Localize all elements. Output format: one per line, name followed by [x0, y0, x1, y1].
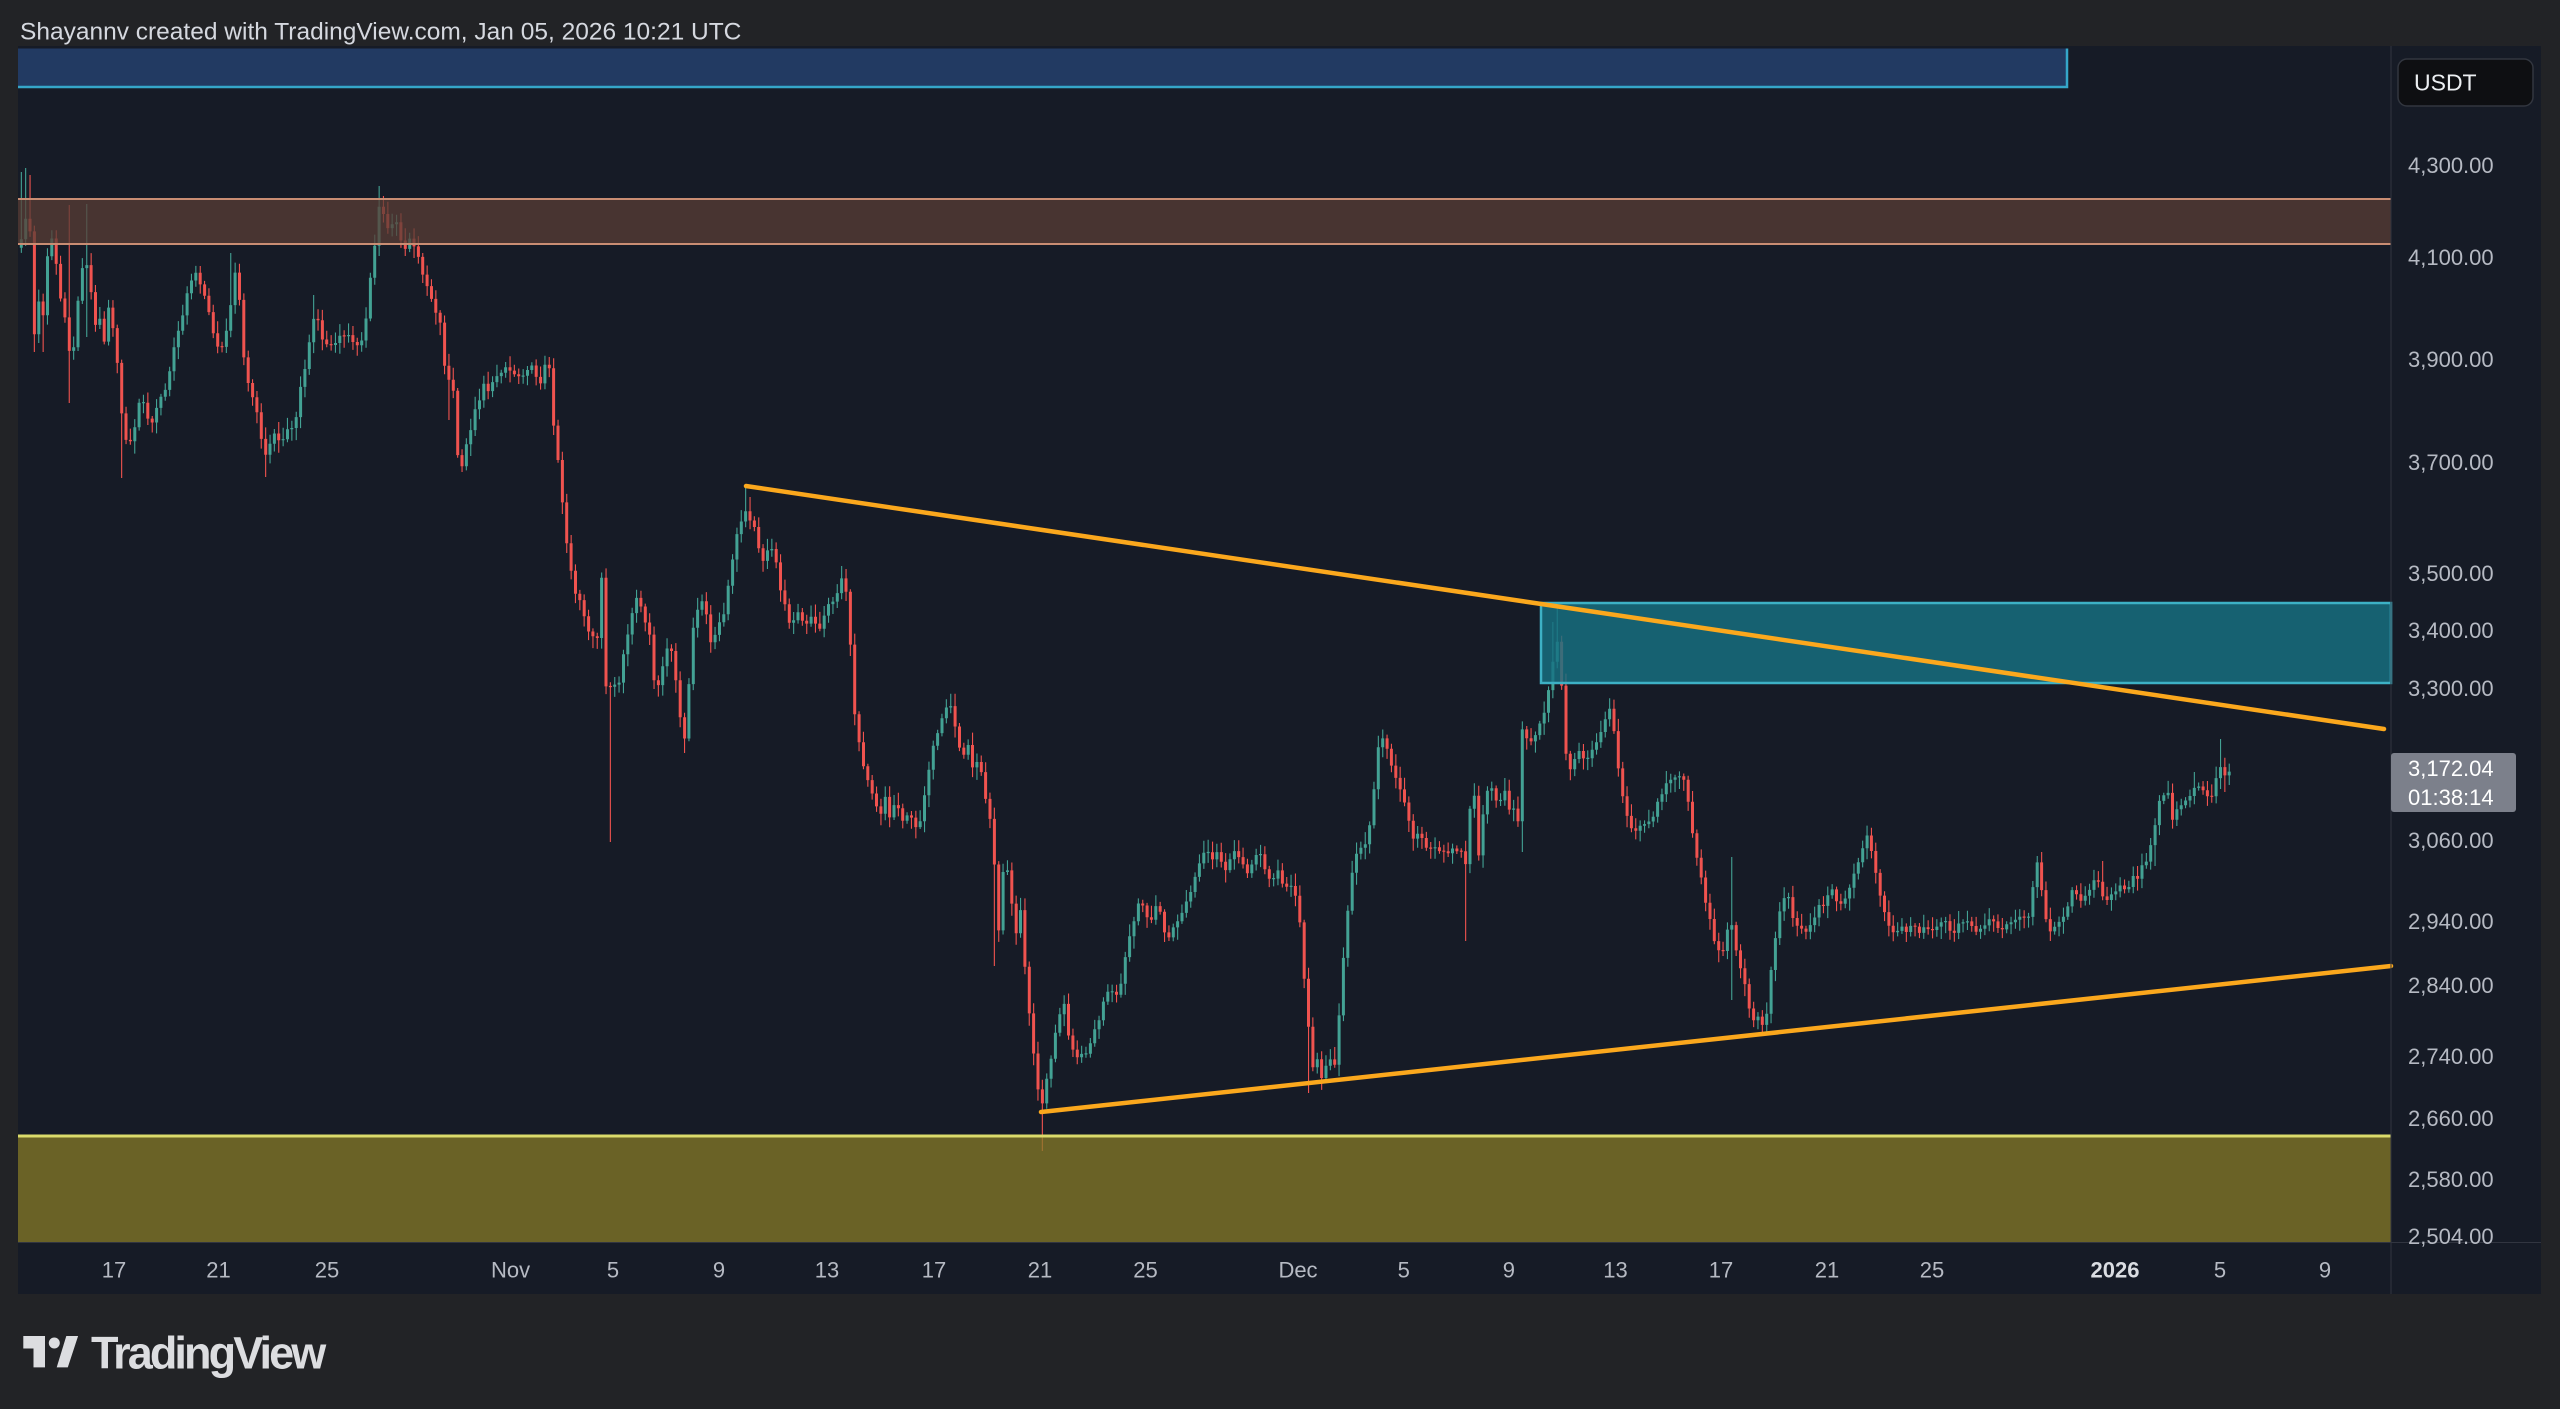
svg-text:13: 13: [815, 1258, 839, 1283]
svg-text:2,940.00: 2,940.00: [2408, 909, 2494, 934]
svg-text:3,900.00: 3,900.00: [2408, 347, 2494, 372]
svg-text:2,660.00: 2,660.00: [2408, 1106, 2494, 1131]
svg-text:Dec: Dec: [1278, 1258, 1317, 1283]
svg-text:3,400.00: 3,400.00: [2408, 618, 2494, 643]
svg-text:9: 9: [1503, 1258, 1515, 1283]
svg-text:2,740.00: 2,740.00: [2408, 1044, 2494, 1069]
svg-text:TradingView: TradingView: [91, 1328, 327, 1379]
svg-text:01:38:14: 01:38:14: [2408, 785, 2494, 810]
svg-text:21: 21: [1815, 1258, 1839, 1283]
svg-text:Nov: Nov: [491, 1258, 530, 1283]
svg-text:9: 9: [2319, 1258, 2331, 1283]
svg-text:2,580.00: 2,580.00: [2408, 1167, 2494, 1192]
svg-text:2,504.00: 2,504.00: [2408, 1224, 2494, 1249]
svg-text:Shayannv created with TradingV: Shayannv created with TradingView.com, J…: [20, 19, 741, 46]
svg-text:4,100.00: 4,100.00: [2408, 245, 2494, 270]
svg-text:4,300.00: 4,300.00: [2408, 153, 2494, 178]
svg-text:5: 5: [607, 1258, 619, 1283]
svg-text:2026: 2026: [2091, 1258, 2140, 1283]
svg-text:25: 25: [1133, 1258, 1157, 1283]
svg-text:3,700.00: 3,700.00: [2408, 450, 2494, 475]
svg-text:3,300.00: 3,300.00: [2408, 676, 2494, 701]
svg-text:25: 25: [1920, 1258, 1944, 1283]
svg-text:USDT: USDT: [2414, 70, 2477, 96]
svg-text:3,060.00: 3,060.00: [2408, 828, 2494, 853]
svg-text:3,172.04: 3,172.04: [2408, 756, 2494, 781]
svg-text:5: 5: [2214, 1258, 2226, 1283]
svg-text:21: 21: [206, 1258, 230, 1283]
svg-text:21: 21: [1028, 1258, 1052, 1283]
svg-text:9: 9: [713, 1258, 725, 1283]
svg-text:17: 17: [1709, 1258, 1733, 1283]
svg-text:13: 13: [1603, 1258, 1627, 1283]
svg-text:25: 25: [315, 1258, 339, 1283]
svg-text:3,500.00: 3,500.00: [2408, 561, 2494, 586]
svg-text:17: 17: [102, 1258, 126, 1283]
svg-text:5: 5: [1398, 1258, 1410, 1283]
svg-text:17: 17: [922, 1258, 946, 1283]
svg-text:2,840.00: 2,840.00: [2408, 973, 2494, 998]
